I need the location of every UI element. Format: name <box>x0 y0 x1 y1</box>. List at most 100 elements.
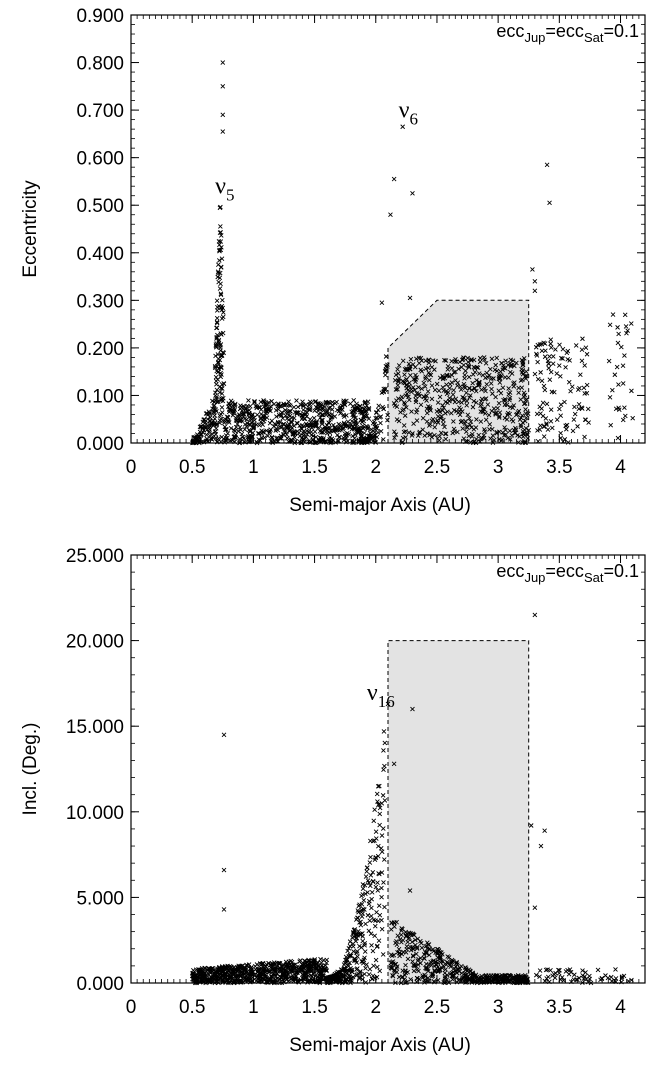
data-point <box>404 382 409 388</box>
data-point <box>240 434 246 440</box>
data-point <box>227 963 233 969</box>
data-point <box>217 343 223 348</box>
data-point <box>488 381 494 386</box>
data-point <box>545 358 551 364</box>
data-point <box>566 379 572 385</box>
data-point <box>425 389 431 394</box>
data-point <box>214 325 219 331</box>
data-point <box>614 364 620 370</box>
data-point <box>381 748 386 753</box>
data-point <box>291 962 296 968</box>
data-point <box>362 401 367 406</box>
data-point <box>628 321 634 326</box>
data-point <box>521 431 527 437</box>
data-point <box>214 396 219 402</box>
data-point <box>407 295 413 301</box>
data-point <box>608 422 614 428</box>
x-tick-label: 2 <box>370 997 381 1018</box>
data-point <box>227 403 232 408</box>
data-point <box>350 424 356 430</box>
data-point <box>377 822 382 828</box>
data-point <box>557 342 562 348</box>
data-point <box>271 401 277 407</box>
data-point <box>509 417 514 422</box>
data-point <box>418 402 424 408</box>
data-point <box>358 407 363 412</box>
data-point <box>343 978 349 984</box>
data-point <box>358 922 364 928</box>
data-point <box>446 373 452 379</box>
data-point <box>214 394 219 400</box>
data-point <box>316 411 322 417</box>
data-point <box>491 437 497 443</box>
data-point <box>342 399 347 404</box>
data-point <box>216 303 222 309</box>
data-point <box>461 355 466 361</box>
data-point <box>217 247 222 253</box>
data-point <box>395 386 400 392</box>
data-point <box>231 405 237 411</box>
data-point <box>432 387 438 393</box>
data-point <box>276 407 281 412</box>
data-point <box>217 420 223 426</box>
data-point <box>217 286 223 291</box>
data-point <box>538 370 543 375</box>
data-point <box>381 857 387 862</box>
data-point <box>318 956 323 962</box>
data-point <box>220 84 226 89</box>
data-point <box>307 406 313 411</box>
data-point <box>435 414 441 419</box>
data-point <box>369 913 374 919</box>
data-point <box>353 420 358 426</box>
data-point <box>198 432 204 438</box>
data-point <box>304 423 310 428</box>
data-point <box>313 965 319 971</box>
data-point <box>476 371 482 376</box>
data-point <box>544 976 549 981</box>
data-point <box>354 949 360 954</box>
data-point <box>583 970 588 975</box>
data-point <box>237 973 243 978</box>
data-point <box>408 356 414 362</box>
data-point <box>272 961 277 967</box>
data-point <box>492 367 498 373</box>
data-point <box>497 380 503 385</box>
y-tick-label: 0.500 <box>76 196 124 217</box>
data-point <box>303 412 309 417</box>
data-point <box>347 425 353 430</box>
data-point <box>459 409 465 414</box>
data-point <box>389 966 395 971</box>
data-point <box>323 410 329 415</box>
data-point <box>547 377 553 383</box>
data-point <box>539 348 545 354</box>
data-point <box>359 409 365 415</box>
data-point <box>464 390 469 396</box>
data-point <box>547 354 552 359</box>
data-point <box>369 896 375 902</box>
data-point <box>284 435 290 441</box>
data-point <box>395 366 400 372</box>
data-point <box>404 944 410 949</box>
data-point <box>556 363 562 368</box>
data-point <box>362 943 367 948</box>
data-point <box>265 433 271 439</box>
data-point <box>217 364 223 369</box>
data-point <box>357 428 363 433</box>
data-point <box>351 412 357 418</box>
data-point <box>207 418 213 424</box>
data-point <box>277 424 283 430</box>
y-tick-label: 15.000 <box>66 717 124 738</box>
data-point <box>259 962 264 967</box>
data-point <box>449 372 455 378</box>
annotation-label: eccJup=eccSat=0.1 <box>496 21 639 45</box>
data-point <box>483 417 489 423</box>
data-point <box>304 432 310 437</box>
data-point <box>219 256 225 261</box>
data-point <box>502 425 507 430</box>
data-point <box>219 307 225 313</box>
data-point <box>263 400 268 405</box>
data-point <box>467 422 473 428</box>
data-point <box>335 969 341 975</box>
data-point <box>395 371 401 376</box>
data-point <box>615 435 621 441</box>
